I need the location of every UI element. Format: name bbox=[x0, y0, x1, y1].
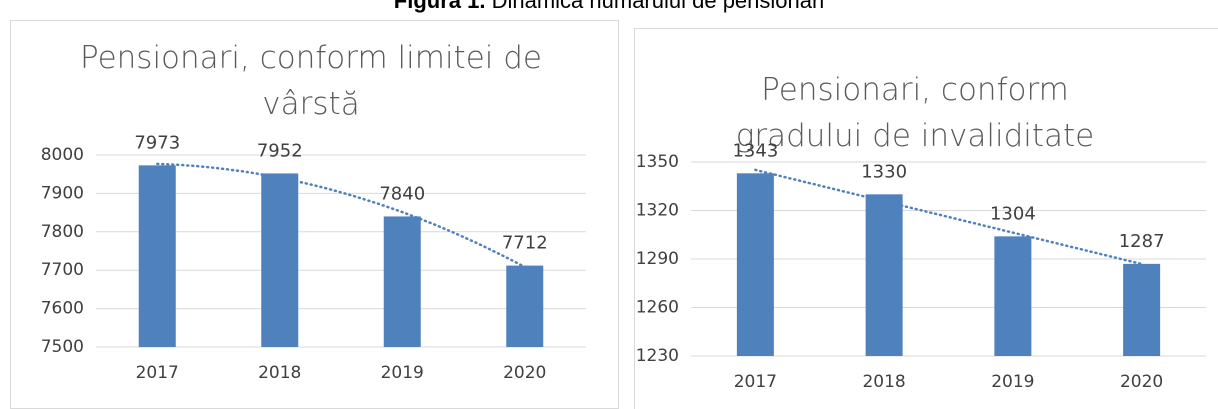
data-label: 1304 bbox=[990, 203, 1036, 224]
plot: 7500 7600 7700 7800 7900 8000 2017 7973 2018 7952… bbox=[41, 132, 586, 383]
figure-label: Figura 1. bbox=[393, 0, 486, 13]
bar bbox=[383, 216, 421, 347]
bar bbox=[994, 236, 1032, 356]
y-tick-label: 1350 bbox=[636, 152, 679, 172]
x-tick-label: 2017 bbox=[734, 372, 777, 392]
plot: 1230 1260 1290 1320 1350 2017 1343 2018 1330 2019… bbox=[636, 140, 1206, 392]
x-tick-label: 2019 bbox=[991, 372, 1034, 392]
y-tick-label: 7700 bbox=[41, 260, 84, 280]
y-tick-label: 7500 bbox=[41, 337, 84, 357]
y-tick-label: 7800 bbox=[41, 222, 84, 242]
data-label: 1343 bbox=[732, 140, 778, 161]
figure-title: Dinamica numărului de pensionari bbox=[491, 0, 825, 13]
data-label: 1287 bbox=[1119, 231, 1165, 252]
bar bbox=[506, 265, 544, 347]
bar bbox=[138, 165, 176, 347]
x-tick-label: 2020 bbox=[503, 363, 546, 383]
x-tick-label: 2017 bbox=[136, 363, 179, 383]
y-tick-label: 7600 bbox=[41, 299, 84, 319]
bar bbox=[261, 173, 299, 347]
data-label: 7952 bbox=[257, 140, 303, 161]
x-tick-label: 2019 bbox=[381, 363, 424, 383]
chart: Pensionari, conform limitei de vârstă 75… bbox=[10, 20, 619, 409]
y-tick-label: 1320 bbox=[636, 201, 679, 221]
bar bbox=[1123, 263, 1161, 356]
trendline bbox=[156, 162, 527, 269]
y-tick-label: 1230 bbox=[636, 346, 679, 366]
chart: Pensionari, conform gradului de invalidi… bbox=[634, 28, 1218, 409]
chart-title: Pensionari, conform gradului de invalidi… bbox=[735, 72, 1095, 154]
data-label: 7973 bbox=[134, 132, 180, 153]
data-label: 7840 bbox=[379, 183, 425, 204]
data-label: 1330 bbox=[861, 161, 907, 182]
bar bbox=[865, 194, 903, 356]
chart-title: Pensionari, conform limitei de vârstă bbox=[79, 40, 543, 122]
y-tick-label: 1290 bbox=[636, 249, 679, 269]
x-tick-label: 2018 bbox=[258, 363, 301, 383]
bar bbox=[736, 173, 774, 356]
y-tick-label: 7900 bbox=[41, 183, 84, 203]
x-tick-label: 2018 bbox=[862, 372, 905, 392]
figure-caption: Figura 1. Dinamica numărului de pensiona… bbox=[0, 0, 1218, 14]
trendline bbox=[754, 168, 1143, 266]
y-tick-label: 1260 bbox=[636, 298, 679, 318]
data-label: 7712 bbox=[502, 233, 548, 254]
x-tick-label: 2020 bbox=[1120, 372, 1163, 392]
y-tick-label: 8000 bbox=[41, 145, 84, 165]
